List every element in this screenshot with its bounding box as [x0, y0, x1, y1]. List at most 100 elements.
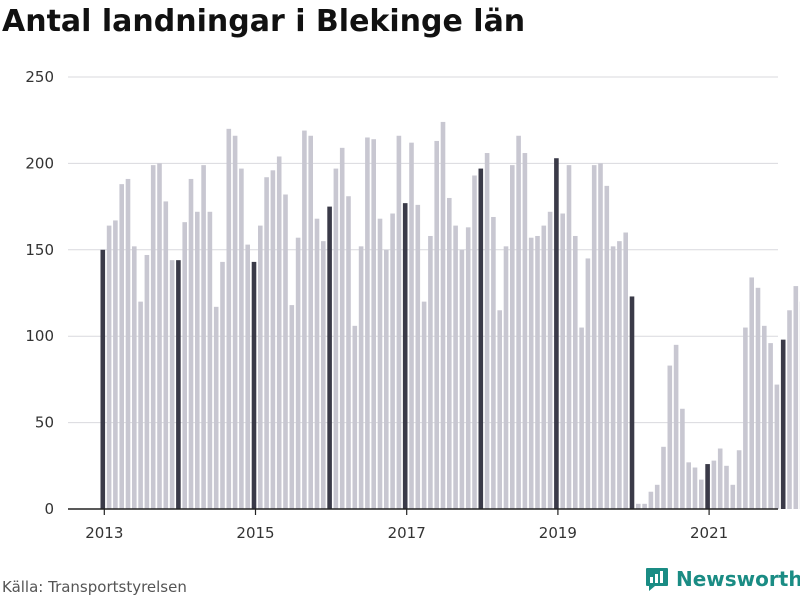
bar — [396, 135, 402, 509]
bar — [598, 163, 603, 509]
bar — [447, 197, 452, 509]
x-tick-label: 2021 — [690, 524, 728, 542]
bar — [314, 218, 320, 510]
source-note: Källa: Transportstyrelsen — [2, 578, 187, 596]
bar — [528, 237, 534, 510]
bar — [251, 261, 257, 509]
y-tick-label: 200 — [25, 154, 54, 172]
bar — [232, 135, 238, 509]
bar — [743, 327, 748, 509]
bar — [384, 249, 389, 510]
bar — [673, 344, 679, 509]
bar — [686, 462, 691, 509]
bar — [132, 246, 137, 509]
bar — [654, 484, 660, 509]
bar — [264, 177, 269, 509]
bar — [169, 260, 175, 509]
bar — [724, 465, 729, 509]
bar — [465, 227, 471, 509]
newsworthy-logo-icon — [646, 568, 668, 591]
bar — [333, 168, 339, 510]
y-axis-ticks: 0 50 100 150 200 250 — [25, 68, 54, 518]
bar — [510, 165, 515, 510]
bar — [195, 211, 200, 509]
bar — [125, 178, 131, 509]
bar — [213, 306, 219, 509]
bar — [573, 235, 578, 509]
bar — [434, 140, 439, 509]
bar — [768, 343, 773, 509]
bar — [283, 194, 288, 509]
bar — [491, 216, 496, 509]
bar — [346, 196, 351, 509]
bar — [522, 153, 528, 510]
bar — [617, 241, 622, 509]
x-tick-label: 2013 — [85, 524, 123, 542]
y-tick-label: 100 — [25, 327, 54, 345]
bar — [585, 258, 591, 509]
bar — [270, 170, 276, 509]
bar — [207, 211, 213, 509]
bar — [157, 163, 162, 509]
bar — [554, 158, 559, 509]
bar — [579, 327, 584, 509]
x-tick-label: 2019 — [539, 524, 577, 542]
bar — [604, 185, 610, 509]
bar — [472, 175, 477, 509]
bar — [459, 249, 465, 510]
bar — [188, 178, 194, 509]
bar — [705, 464, 710, 509]
bar — [629, 296, 635, 509]
bars — [100, 121, 800, 510]
bar — [352, 325, 358, 509]
bar — [566, 165, 572, 510]
bar — [780, 339, 786, 509]
bar — [736, 450, 742, 509]
bar — [453, 225, 458, 509]
bar — [535, 235, 540, 509]
bar — [717, 448, 723, 509]
bar — [245, 244, 250, 509]
bar — [239, 168, 244, 510]
bar — [163, 201, 169, 509]
bar — [774, 384, 780, 509]
bar — [692, 467, 698, 509]
bar — [516, 135, 521, 509]
y-tick-label: 150 — [25, 241, 54, 259]
bar — [667, 365, 673, 509]
bar — [711, 460, 717, 509]
bar — [371, 139, 376, 509]
bar — [642, 503, 647, 509]
bar — [182, 222, 187, 510]
y-tick-label: 50 — [35, 414, 54, 432]
bar — [402, 203, 408, 510]
bar — [358, 246, 364, 509]
bar — [176, 260, 181, 509]
bar — [793, 286, 799, 509]
bar — [680, 408, 685, 509]
bar — [201, 165, 206, 510]
bar — [497, 310, 502, 509]
bar — [226, 128, 232, 509]
bar — [138, 301, 143, 509]
bar — [258, 225, 263, 509]
y-tick-label: 0 — [44, 500, 54, 518]
bar — [699, 479, 704, 509]
bar — [787, 310, 792, 509]
bar — [591, 165, 597, 510]
bar — [478, 168, 484, 510]
bar — [365, 137, 370, 510]
bar — [749, 277, 754, 509]
bar — [636, 503, 641, 509]
bar — [547, 211, 553, 509]
bar — [730, 484, 736, 509]
bar — [409, 142, 414, 509]
bar — [327, 206, 332, 509]
bar — [541, 225, 547, 509]
brand-logo[interactable]: Newsworthy — [644, 566, 800, 592]
bar — [302, 130, 307, 509]
chart-title: Antal landningar i Blekinge län — [2, 4, 526, 39]
bar — [289, 305, 295, 509]
bar — [276, 156, 282, 509]
